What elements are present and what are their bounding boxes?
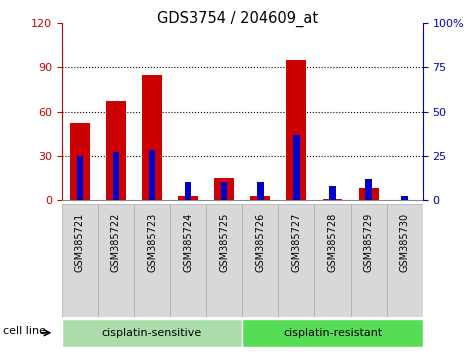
Bar — [142, 75, 162, 200]
Bar — [293, 135, 300, 200]
Bar — [257, 182, 264, 200]
Bar — [242, 319, 423, 347]
Bar — [185, 182, 191, 200]
Bar — [134, 204, 170, 317]
Bar — [359, 188, 379, 200]
Bar — [149, 150, 155, 200]
Bar — [221, 182, 228, 200]
Text: cell line: cell line — [3, 326, 46, 336]
Bar — [62, 319, 242, 347]
Bar — [242, 204, 278, 317]
Text: GSM385722: GSM385722 — [111, 213, 121, 272]
Bar — [206, 204, 242, 317]
Bar — [286, 60, 306, 200]
Text: GDS3754 / 204609_at: GDS3754 / 204609_at — [157, 11, 318, 27]
Bar — [401, 196, 408, 200]
Bar — [278, 204, 314, 317]
Bar — [351, 204, 387, 317]
Bar — [106, 101, 126, 200]
Bar — [387, 204, 423, 317]
Text: GSM385721: GSM385721 — [75, 213, 85, 272]
Text: GSM385724: GSM385724 — [183, 213, 193, 272]
Text: GSM385727: GSM385727 — [291, 213, 302, 272]
Bar — [314, 204, 351, 317]
Bar — [170, 204, 206, 317]
Bar — [113, 152, 119, 200]
Text: GSM385726: GSM385726 — [255, 213, 266, 272]
Bar — [98, 204, 134, 317]
Text: GSM385723: GSM385723 — [147, 213, 157, 272]
Text: GSM385728: GSM385728 — [327, 213, 338, 272]
Bar — [214, 178, 234, 200]
Bar — [178, 195, 198, 200]
Bar — [365, 179, 372, 200]
Bar — [62, 204, 98, 317]
Text: GSM385725: GSM385725 — [219, 213, 229, 272]
Bar — [76, 156, 83, 200]
Text: GSM385730: GSM385730 — [399, 213, 410, 272]
Bar — [250, 195, 270, 200]
Bar — [323, 199, 342, 200]
Text: GSM385729: GSM385729 — [363, 213, 374, 272]
Bar — [70, 123, 90, 200]
Text: cisplatin-sensitive: cisplatin-sensitive — [102, 328, 202, 338]
Bar — [329, 186, 336, 200]
Text: cisplatin-resistant: cisplatin-resistant — [283, 328, 382, 338]
